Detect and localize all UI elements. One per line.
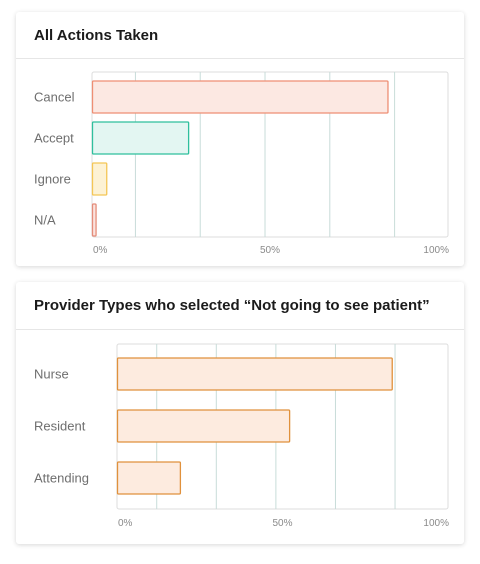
- provider-types-chart-title: Provider Types who selected “Not going t…: [16, 282, 464, 330]
- tick-label-3: 100%: [423, 245, 449, 256]
- plot-frame: [91, 71, 449, 238]
- bar-ignore: [91, 162, 108, 196]
- category-label-resident: Resident: [34, 419, 86, 434]
- bar-n-a: [91, 203, 97, 237]
- bar-attending: [116, 461, 182, 495]
- actions-chart-title: All Actions Taken: [16, 12, 464, 59]
- bar-nurse: [116, 357, 393, 391]
- tick-label-3: 100%: [423, 518, 449, 529]
- category-label-attending: Attending: [34, 471, 89, 486]
- category-label-ignore: Ignore: [34, 172, 71, 187]
- tick-label-1: 0%: [93, 245, 108, 256]
- bar-resident: [116, 409, 291, 443]
- actions-chart: Cancel Accept Ignore N/A 0% 50% 100%: [34, 71, 449, 256]
- category-label-cancel: Cancel: [34, 90, 75, 105]
- tick-label-1: 0%: [118, 518, 133, 529]
- bar-cancel: [91, 80, 389, 114]
- bar-accept: [91, 121, 190, 155]
- tick-label-2: 50%: [272, 518, 292, 529]
- category-label-n-a: N/A: [34, 213, 56, 228]
- category-label-nurse: Nurse: [34, 367, 69, 382]
- actions-card: All Actions Taken Cancel Accept Ignore N/A 0…: [16, 12, 464, 266]
- category-label-accept: Accept: [34, 131, 74, 146]
- provider-types-card: Provider Types who selected “Not going t…: [16, 282, 464, 544]
- provider-types-chart: Nurse Resident Attending 0% 50% 100%: [34, 343, 449, 529]
- tick-label-2: 50%: [260, 245, 280, 256]
